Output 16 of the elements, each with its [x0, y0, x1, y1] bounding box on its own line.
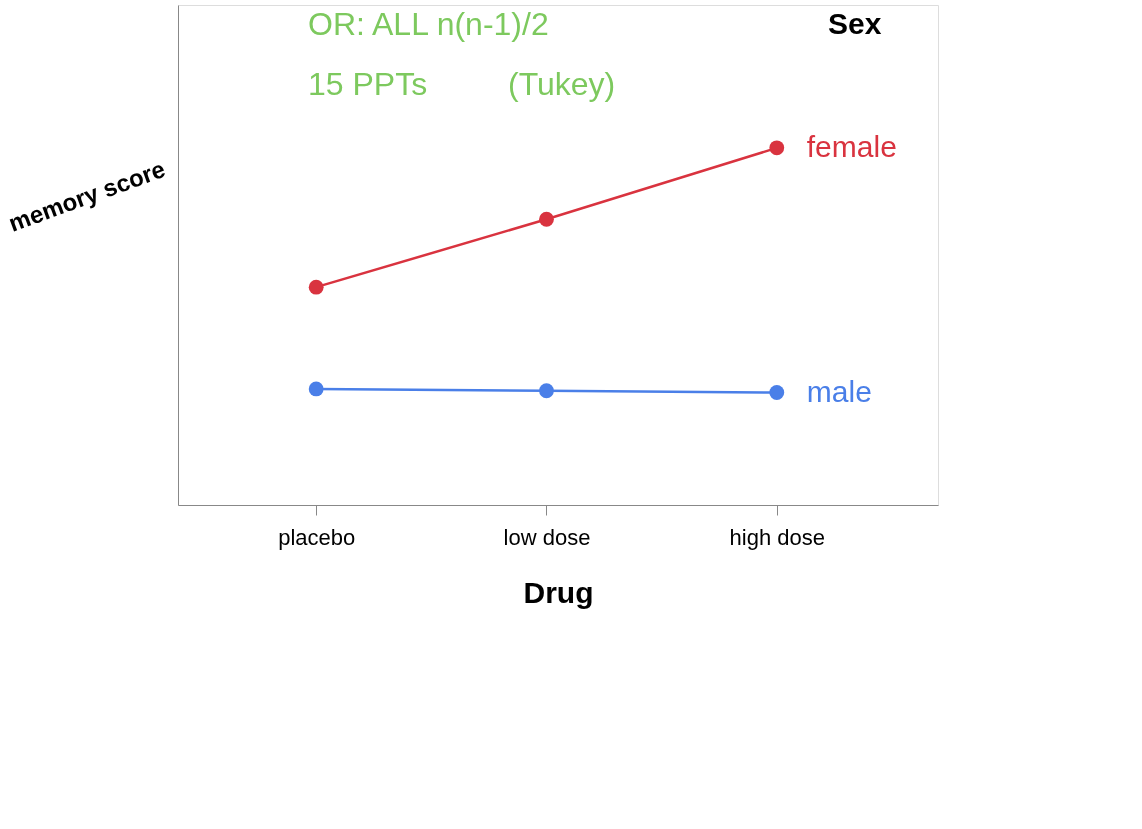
x-tick-label: placebo: [278, 524, 356, 550]
series-label: male: [806, 374, 872, 408]
x-axis-title: Drug: [523, 575, 594, 609]
point: [308, 381, 324, 397]
point: [539, 211, 554, 227]
text: OR: ALL n(n-1)/2: [308, 6, 549, 42]
series-label: female: [806, 129, 897, 163]
point: [769, 385, 785, 400]
point: [769, 140, 785, 156]
legend-title: Sex: [828, 7, 882, 40]
text: (Tukey): [508, 66, 616, 102]
point: [539, 383, 554, 399]
text: 15 PPTs: [308, 66, 428, 102]
x-tick-label: high dose: [729, 524, 825, 550]
x-tick-label: low dose: [503, 524, 591, 550]
point: [308, 279, 324, 295]
